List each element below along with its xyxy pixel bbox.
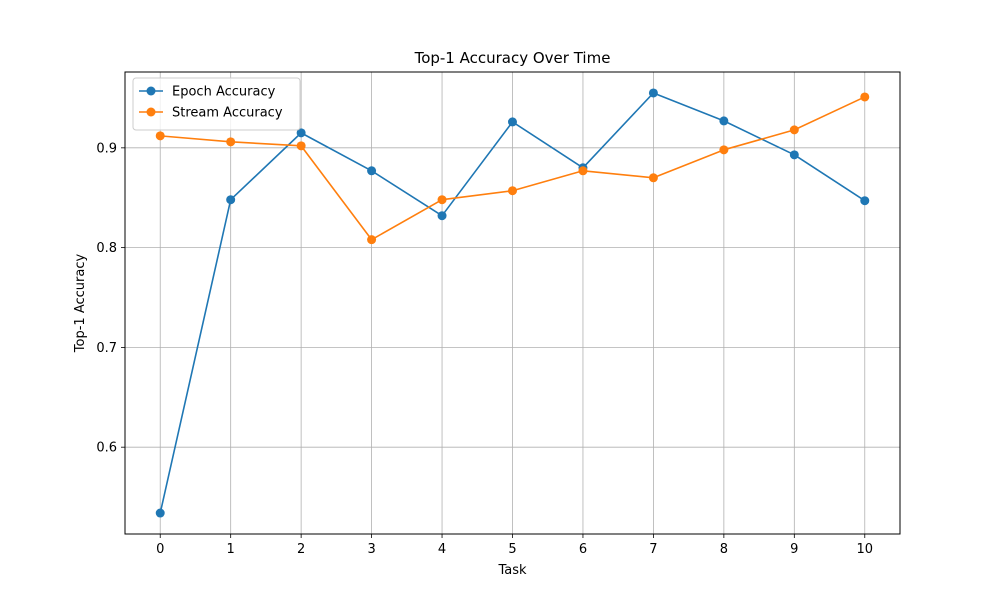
data-point	[508, 186, 517, 196]
data-point	[578, 166, 588, 176]
legend: Epoch Accuracy Stream Accuracy	[132, 77, 301, 131]
x-axis-label: Task	[497, 563, 527, 578]
data-point	[789, 125, 799, 135]
x-tick-label: 2	[297, 542, 305, 557]
legend-label: Epoch Accuracy	[172, 85, 276, 100]
legend-label: Stream Accuracy	[172, 106, 283, 121]
x-tick-label: 9	[790, 542, 798, 557]
series-epoch-accuracy	[155, 88, 870, 518]
series-stream-accuracy	[155, 92, 870, 245]
data-point	[296, 128, 306, 138]
data-point	[296, 141, 306, 151]
chart-title: Top-1 Accuracy Over Time	[414, 49, 611, 67]
series-lines	[155, 88, 870, 518]
data-point	[367, 166, 377, 176]
x-tick-label: 7	[649, 542, 657, 557]
x-tick-label: 1	[227, 542, 235, 557]
x-tick-label: 6	[579, 542, 587, 557]
y-tick-label: 0.6	[96, 441, 117, 456]
y-tick-label: 0.8	[96, 241, 117, 256]
x-tick-label: 4	[438, 542, 446, 557]
y-tick-label: 0.9	[96, 141, 117, 156]
data-point	[860, 196, 870, 206]
data-point	[648, 173, 658, 183]
data-point	[719, 145, 729, 155]
data-point	[508, 117, 517, 127]
data-point	[789, 150, 799, 160]
x-tick-label: 10	[856, 542, 873, 557]
x-tick-label: 5	[508, 542, 516, 557]
data-point	[155, 508, 165, 518]
x-tick-label: 0	[156, 542, 164, 557]
x-axis: 0 1 2 3 4 5 6 7 8 9 10	[156, 534, 873, 557]
x-tick-label: 3	[367, 542, 375, 557]
data-point	[367, 235, 377, 245]
data-point	[719, 116, 729, 126]
legend-entries: Epoch Accuracy Stream Accuracy	[139, 85, 283, 121]
legend-marker	[146, 86, 156, 96]
data-point	[226, 137, 236, 147]
data-point	[155, 131, 165, 141]
y-axis: 0.6 0.7 0.8 0.9	[96, 141, 125, 456]
legend-marker	[146, 107, 156, 117]
y-axis-label: Top-1 Accuracy	[73, 254, 88, 354]
y-tick-label: 0.7	[96, 341, 117, 356]
data-point	[226, 195, 236, 205]
data-point	[437, 211, 447, 221]
legend-box	[132, 77, 301, 131]
legend-entry: Epoch Accuracy	[139, 85, 276, 100]
legend-entry: Stream Accuracy	[139, 106, 283, 121]
x-tick-label: 8	[720, 542, 728, 557]
data-point	[860, 92, 870, 102]
data-point	[437, 195, 447, 205]
data-point	[648, 88, 658, 98]
